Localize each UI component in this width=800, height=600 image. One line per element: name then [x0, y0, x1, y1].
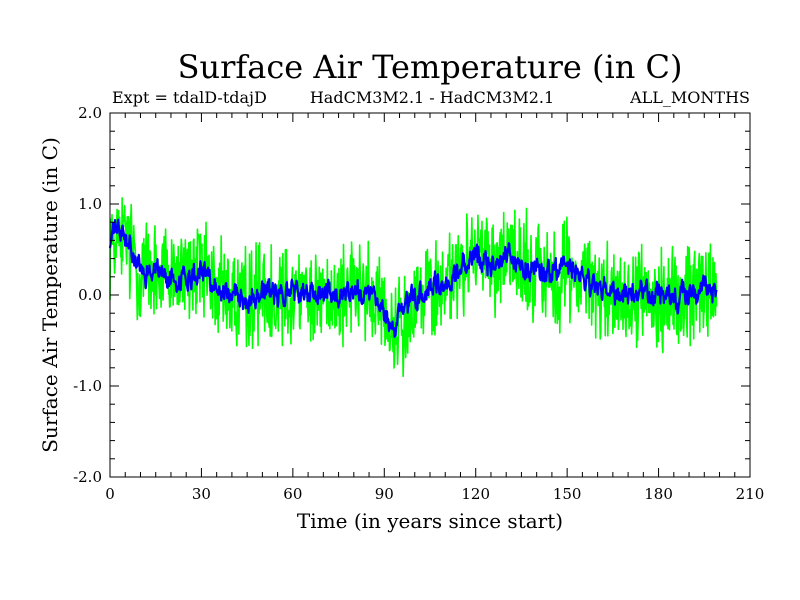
axes-ticks: 0 30 60 90 120 150 180 210 -2.0 -1.0 0.0 1.0 2.0 [73, 104, 764, 503]
subtitle-center: HadCM3M2.1 - HadCM3M2.1 [310, 88, 554, 107]
x-tick-label: 210 [736, 485, 765, 503]
x-tick-label: 150 [553, 485, 582, 503]
y-tick-label: -1.0 [73, 377, 102, 395]
chart-title: Surface Air Temperature (in C) [178, 48, 683, 86]
series-line [109, 196, 718, 378]
y-tick-label: 0.0 [78, 286, 102, 304]
x-tick-label: 60 [283, 485, 302, 503]
x-tick-label: 0 [105, 485, 115, 503]
plot-series [108, 196, 718, 378]
y-tick-label: 2.0 [78, 104, 102, 122]
x-tick-label: 90 [375, 485, 394, 503]
y-axis-label: Surface Air Temperature (in C) [38, 137, 62, 453]
subtitle-right: ALL_MONTHS [629, 88, 750, 107]
x-axis-label: Time (in years since start) [297, 509, 563, 533]
x-tick-label: 120 [461, 485, 490, 503]
subtitle-left: Expt = tdalD-tdajD [112, 88, 267, 107]
y-tick-label: 1.0 [78, 195, 102, 213]
y-tick-label: -2.0 [73, 468, 102, 486]
x-tick-label: 180 [644, 485, 673, 503]
series-line [108, 218, 718, 338]
x-tick-label: 30 [192, 485, 211, 503]
